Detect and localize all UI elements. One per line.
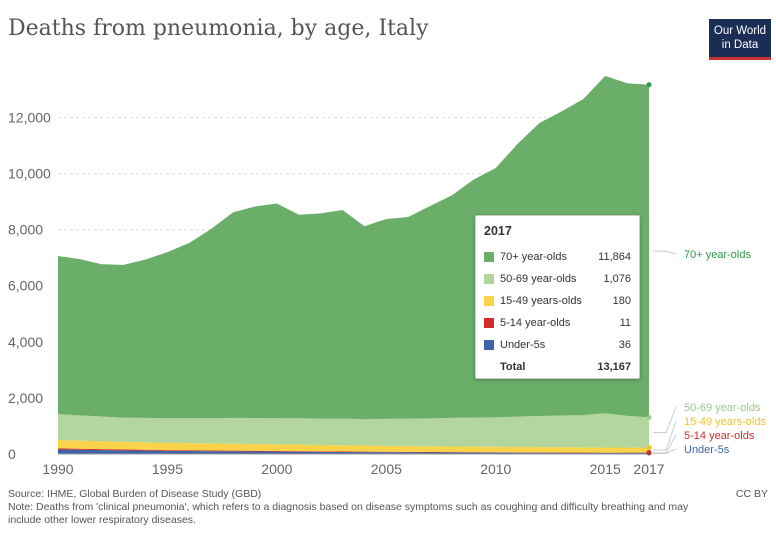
tooltip-row-value: 1,076	[603, 273, 631, 285]
logo-line-1: Our World	[713, 25, 767, 37]
chart-footer: Source: IHME, Global Burden of Disease S…	[8, 488, 708, 527]
y-tick-label: 10,000	[8, 166, 51, 182]
owid-logo[interactable]: Our World in Data	[709, 19, 771, 60]
tooltip-swatch	[484, 340, 494, 350]
tooltip-swatch	[484, 318, 494, 328]
y-tick-label: 12,000	[8, 109, 51, 125]
x-tick-label: 2017	[633, 461, 664, 477]
tooltip-row-label: Under-5s	[500, 339, 546, 351]
tooltip-total-value: 13,167	[597, 361, 631, 373]
series-end-point	[646, 82, 652, 88]
tooltip-row-15-49: 15-49 years-olds 180	[484, 290, 631, 312]
series-end-point	[646, 445, 652, 451]
tooltip-total-row: Total 13,167	[484, 356, 631, 378]
chart-title: Deaths from pneumonia, by age, Italy	[8, 16, 429, 41]
series-label: Under-5s	[684, 444, 730, 456]
y-tick-label: 6,000	[8, 278, 43, 294]
series-leader-line	[653, 434, 677, 454]
tooltip-row-70plus: 70+ year-olds 11,864	[484, 246, 631, 268]
tooltip-swatch	[484, 274, 494, 284]
x-tick-label: 2010	[480, 461, 511, 477]
tooltip-row-label: 70+ year-olds	[500, 251, 567, 263]
tooltip-swatch	[484, 252, 494, 262]
source-note: Source: IHME, Global Burden of Disease S…	[8, 488, 262, 500]
chart-tooltip: 2017 70+ year-olds 11,864 50-69 year-old…	[475, 215, 640, 379]
definition-note: Note: Deaths from 'clinical pneumonia', …	[8, 501, 689, 526]
area-under-5s	[58, 449, 649, 454]
x-tick-label: 2000	[261, 461, 292, 477]
area-5-14-year-olds	[58, 448, 649, 453]
series-label: 50-69 year-olds	[684, 402, 761, 414]
series-leader-line	[653, 448, 677, 454]
tooltip-row-value: 11	[619, 317, 631, 329]
tooltip-year: 2017	[484, 224, 512, 238]
tooltip-row-value: 180	[612, 295, 631, 307]
y-tick-label: 2,000	[8, 390, 43, 406]
tooltip-row-50-69: 50-69 year-olds 1,076	[484, 268, 631, 290]
tooltip-total-label: Total	[500, 361, 526, 373]
series-end-point	[646, 450, 652, 456]
tooltip-row-value: 11,864	[598, 251, 631, 263]
series-end-point	[646, 414, 652, 420]
y-tick-label: 0	[8, 446, 16, 462]
tooltip-row-5-14: 5-14 year-olds 11	[484, 312, 631, 334]
tooltip-row-label: 15-49 years-olds	[500, 295, 582, 307]
x-tick-label: 1990	[42, 461, 73, 477]
area-15-49-years-olds	[58, 439, 649, 453]
logo-line-2: in Data	[721, 39, 759, 51]
series-label: 5-14 year-olds	[684, 430, 755, 442]
license-link[interactable]: CC BY	[735, 488, 768, 500]
y-tick-label: 4,000	[8, 334, 43, 350]
series-leader-line	[653, 250, 677, 255]
series-label: 70+ year-olds	[684, 249, 751, 261]
series-label: 15-49 years-olds	[684, 416, 766, 428]
tooltip-row-label: 5-14 year-olds	[500, 317, 571, 329]
series-leader-line	[653, 406, 677, 434]
x-tick-label: 1995	[152, 461, 183, 477]
tooltip-row-label: 50-69 year-olds	[500, 273, 577, 285]
series-leader-line	[653, 420, 677, 451]
tooltip-row-under-5: Under-5s 36	[484, 334, 631, 356]
tooltip-row-value: 36	[618, 339, 631, 351]
tooltip-swatch	[484, 296, 494, 306]
y-tick-label: 8,000	[8, 222, 43, 238]
area-chart[interactable]: 0 2,000 4,000 6,000 8,000 10,000 12,000 1990 199…	[0, 0, 776, 480]
x-tick-label: 2015	[590, 461, 621, 477]
x-tick-label: 2005	[371, 461, 402, 477]
area-50-69-year-olds	[58, 413, 649, 448]
